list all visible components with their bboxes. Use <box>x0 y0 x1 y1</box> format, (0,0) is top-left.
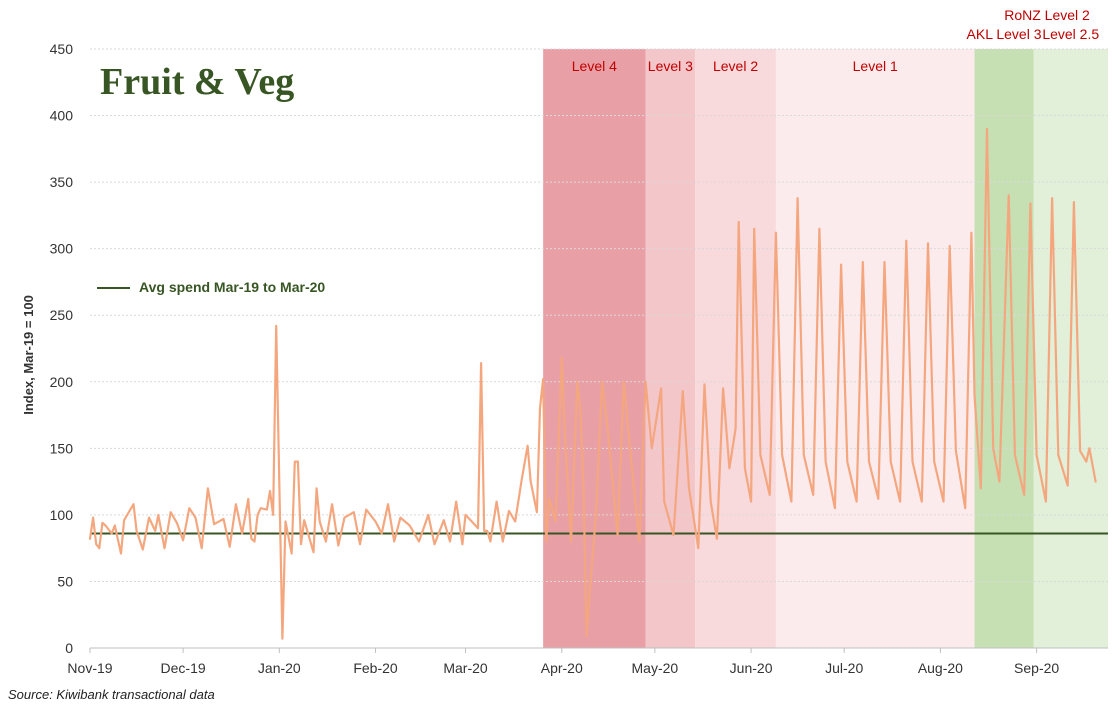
band-label-level-4: Level 4 <box>572 58 617 74</box>
legend-label: Avg spend Mar-19 to Mar-20 <box>139 279 325 295</box>
band-label-level-1: Level 1 <box>853 58 898 74</box>
y-axis-title: Index, Mar-19 = 100 <box>21 295 36 415</box>
axes: 0 50 100 150 200 250 300 350 400 450 Nov-19 Dec-19 J… <box>50 41 1108 676</box>
x-tick-label-aug-20: Aug-20 <box>918 660 963 676</box>
series-line-0 <box>88 127 1097 640</box>
chart-title: Fruit & Veg <box>100 61 294 103</box>
y-tick-label-0: 0 <box>65 640 73 656</box>
band-label-level-3: Level 3 <box>648 58 693 74</box>
annotation-ronz-level-2: RoNZ Level 2 <box>1004 7 1090 23</box>
y-tick-label-200: 200 <box>50 374 74 390</box>
y-tick-label-50: 50 <box>57 573 73 589</box>
y-tick-label-350: 350 <box>50 174 74 190</box>
x-tick-label-sep-20: Sep-20 <box>1014 660 1059 676</box>
y-tick-label-150: 150 <box>50 440 74 456</box>
x-tick-label-jan-20: Jan-20 <box>258 660 301 676</box>
x-tick-label-apr-20: Apr-20 <box>541 660 583 676</box>
y-tick-label-300: 300 <box>50 241 74 257</box>
x-tick-label-may-20: May-20 <box>632 660 679 676</box>
y-tick-label-450: 450 <box>50 41 74 57</box>
x-tick-label-mar-20: Mar-20 <box>443 660 488 676</box>
band-label-akl-level-3: AKL Level 3 <box>967 26 1042 42</box>
x-tick-label-jun-20: Jun-20 <box>730 660 773 676</box>
x-tick-label-nov-19: Nov-19 <box>67 660 112 676</box>
y-tick-label-250: 250 <box>50 307 74 323</box>
band-level-4 <box>543 49 646 648</box>
y-tick-label-100: 100 <box>50 507 74 523</box>
band-level-2 <box>695 49 776 648</box>
x-tick-label-feb-20: Feb-20 <box>353 660 398 676</box>
y-tick-label-400: 400 <box>50 108 74 124</box>
band-label-level-2-5: Level 2.5 <box>1042 26 1099 42</box>
band-level-1 <box>775 49 975 648</box>
band-level-3 <box>645 49 696 648</box>
band-label-level-2: Level 2 <box>713 58 758 74</box>
x-tick-label-dec-19: Dec-19 <box>161 660 206 676</box>
series-layer <box>88 127 1097 640</box>
x-tick-label-jul-20: Jul-20 <box>825 660 863 676</box>
source-note: Source: Kiwibank transactional data <box>8 687 215 702</box>
legend: Avg spend Mar-19 to Mar-20 <box>97 279 325 295</box>
